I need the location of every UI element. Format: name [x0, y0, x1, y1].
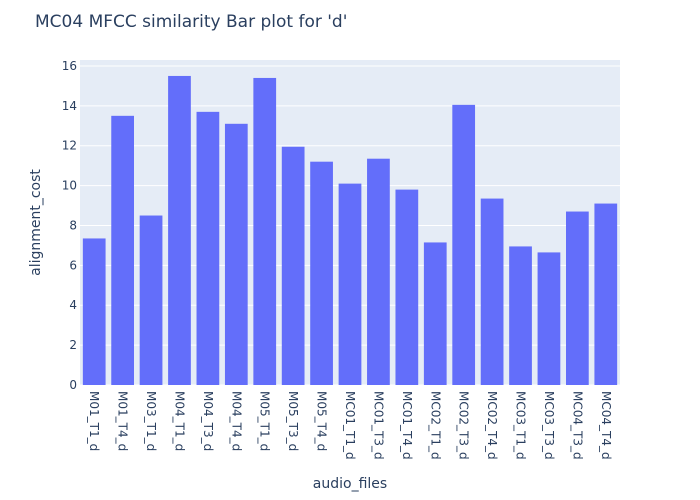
x-tick-label: MC03_T1_d — [514, 391, 528, 460]
chart-title: MC04 MFCC similarity Bar plot for 'd' — [35, 12, 348, 32]
x-tick-label: MC03_T3_d — [542, 391, 556, 460]
bar-M04_T3_d[interactable] — [196, 111, 220, 386]
x-tick-labels: M01_T1_d M01_T4_d M03_T1_d M04_T1_d M04_T3_d… — [87, 391, 613, 460]
x-axis-title: audio_files — [313, 476, 387, 492]
y-axis-title: alignment_cost — [28, 169, 44, 276]
x-tick-label: M04_T1_d — [172, 391, 186, 451]
y-tick-label: 8 — [69, 218, 77, 232]
bar-M05_T4_d[interactable] — [310, 161, 333, 385]
x-tick-label: MC01_T4_d — [400, 391, 414, 460]
x-tick-label: M01_T4_d — [116, 391, 130, 451]
x-tick-label: M05_T3_d — [286, 391, 300, 451]
bar-MC04_T3_d[interactable] — [566, 211, 589, 385]
bar-M01_T1_d[interactable] — [82, 238, 106, 385]
bar-MC04_T4_d[interactable] — [594, 203, 618, 385]
bar-MC01_T4_d[interactable] — [395, 189, 419, 385]
x-tick-label: MC04_T3_d — [570, 391, 584, 460]
x-tick-label: M03_T1_d — [144, 391, 158, 451]
y-tick-label: 2 — [69, 338, 77, 352]
bar-MC01_T1_d[interactable] — [338, 183, 362, 385]
y-tick-label: 0 — [69, 378, 77, 392]
bar-MC02_T3_d[interactable] — [452, 104, 476, 385]
y-tick-label: 14 — [62, 99, 77, 113]
x-tick-label: MC02_T3_d — [457, 391, 471, 460]
bar-M05_T3_d[interactable] — [281, 146, 305, 385]
y-tick-label: 4 — [69, 298, 77, 312]
bar-MC02_T4_d[interactable] — [480, 198, 504, 385]
bar-MC01_T3_d[interactable] — [367, 158, 390, 385]
bar-M03_T1_d[interactable] — [139, 215, 163, 385]
bars — [82, 75, 618, 386]
x-tick-label: MC02_T4_d — [485, 391, 499, 460]
bar-M04_T4_d[interactable] — [224, 123, 248, 385]
y-tick-labels: 0 2 4 6 8 10 12 14 16 — [62, 59, 77, 392]
bar-M01_T4_d[interactable] — [111, 115, 134, 386]
x-tick-label: MC04_T4_d — [599, 391, 613, 460]
bar-M04_T1_d[interactable] — [168, 75, 191, 385]
x-tick-label: M04_T4_d — [229, 391, 243, 451]
bar-MC03_T3_d[interactable] — [537, 252, 561, 385]
y-tick-label: 12 — [62, 139, 77, 153]
x-tick-label: M05_T1_d — [258, 391, 272, 451]
x-tick-label: MC01_T3_d — [371, 391, 385, 460]
x-tick-label: M01_T1_d — [87, 391, 101, 451]
y-tick-label: 6 — [69, 258, 77, 272]
bar-M05_T1_d[interactable] — [253, 77, 277, 385]
y-tick-label: 16 — [62, 59, 77, 73]
y-tick-label: 10 — [62, 179, 77, 193]
x-tick-label: MC02_T1_d — [428, 391, 442, 460]
x-tick-label: M04_T3_d — [201, 391, 215, 451]
bar-MC02_T1_d[interactable] — [423, 242, 447, 385]
bar-MC03_T1_d[interactable] — [509, 246, 532, 385]
x-tick-label: MC01_T1_d — [343, 391, 357, 460]
x-tick-label: M05_T4_d — [315, 391, 329, 451]
